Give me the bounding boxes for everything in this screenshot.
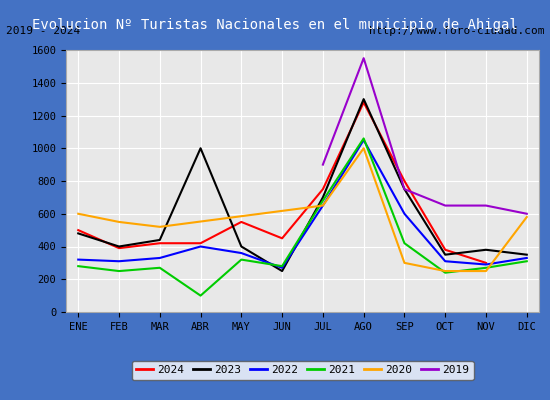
Text: http://www.foro-ciudad.com: http://www.foro-ciudad.com xyxy=(369,26,544,36)
Text: Evolucion Nº Turistas Nacionales en el municipio de Ahigal: Evolucion Nº Turistas Nacionales en el m… xyxy=(32,18,518,32)
Legend: 2024, 2023, 2022, 2021, 2020, 2019: 2024, 2023, 2022, 2021, 2020, 2019 xyxy=(131,361,474,380)
Text: 2019 - 2024: 2019 - 2024 xyxy=(6,26,80,36)
